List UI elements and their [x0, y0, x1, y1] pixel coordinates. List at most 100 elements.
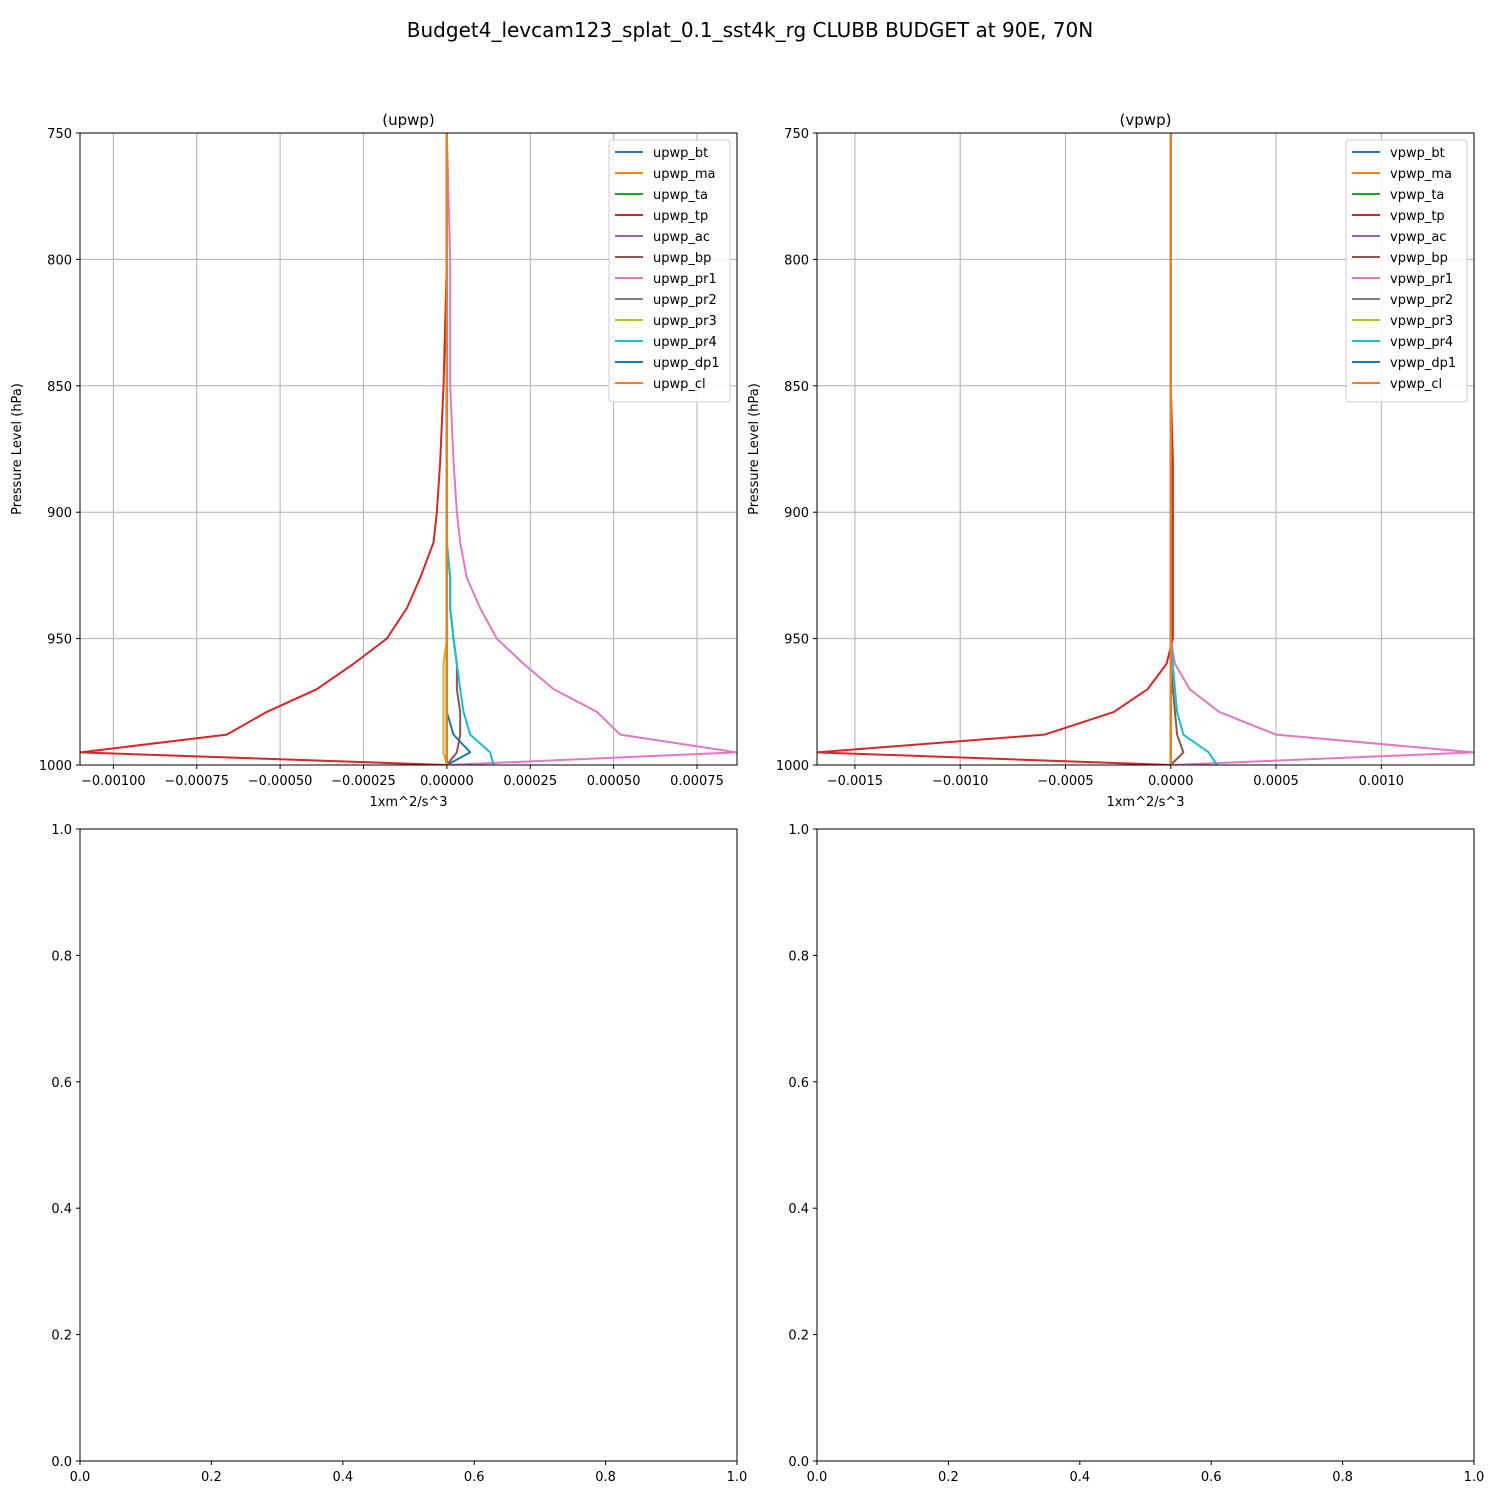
legend-label: vpwp_ac: [1390, 230, 1446, 245]
subplot-title: (vpwp): [1120, 111, 1172, 129]
x-tick-label: 0.8: [1332, 1470, 1353, 1485]
x-tick-label: 0.4: [1069, 1470, 1090, 1485]
legend-label: upwp_dp1: [653, 356, 720, 371]
x-tick-label: 0.8: [595, 1470, 616, 1485]
x-tick-label: 1.0: [727, 1470, 748, 1485]
x-tick-label: −0.00025: [331, 774, 396, 789]
legend-label: vpwp_bp: [1390, 251, 1448, 266]
x-tick-label: 0.0: [70, 1470, 91, 1485]
x-tick-label: 0.2: [201, 1470, 222, 1485]
legend-box: [608, 139, 731, 403]
legend-label: upwp_bt: [653, 146, 708, 161]
y-tick-label: 0.6: [788, 1076, 809, 1091]
y-tick-label: 0.8: [51, 949, 72, 964]
x-tick-label: 1.0: [1464, 1470, 1485, 1485]
y-tick-label: 0.4: [51, 1202, 72, 1217]
y-tick-label: 850: [784, 380, 809, 395]
legend: upwp_bt upwp_ma upwp_ta upwp_tp upwp_ac upwp_…: [608, 139, 731, 403]
legend-label: upwp_tp: [653, 209, 708, 224]
legend-label: vpwp_ma: [1390, 167, 1452, 182]
x-tick-label: 0.2: [938, 1470, 959, 1485]
x-tick-label: 0.00025: [503, 774, 557, 789]
x-tick-label: 0.6: [464, 1470, 485, 1485]
x-tick-label: 0.0: [807, 1470, 828, 1485]
axes-frame: [816, 132, 1475, 766]
legend-box: [1345, 139, 1468, 403]
legend-label: vpwp_pr2: [1390, 293, 1453, 308]
y-tick-label: 0.6: [51, 1076, 72, 1091]
figure-title: Budget4_levcam123_splat_0.1_sst4k_rg CLU…: [407, 18, 1093, 42]
y-tick-label: 800: [47, 253, 72, 268]
legend-label: upwp_ma: [653, 167, 716, 182]
subplot-4: 0.0 0.2 0.4 0.6 0.8 1.0 0.0 0.2 0.4 0.6 0.8 1.0: [788, 823, 1484, 1485]
axes-frame: [79, 828, 738, 1462]
series-group: [817, 133, 1474, 765]
legend-label: upwp_pr2: [653, 293, 717, 308]
x-tick-label: 0.00000: [420, 774, 474, 789]
series-line-upwp_pr1: [445, 133, 737, 765]
x-tick-label: 0.00050: [587, 774, 641, 789]
legend-label: vpwp_pr3: [1390, 314, 1453, 329]
subplot-2: −0.0015 −0.0010 −0.0005 0.0000 0.0005 0.0010 7…: [747, 111, 1475, 810]
y-tick-label: 0.2: [51, 1329, 72, 1344]
series-line-vpwp_tp: [817, 133, 1174, 765]
y-tick-label: 1000: [39, 759, 72, 774]
y-tick-label: 800: [784, 253, 809, 268]
x-tick-label: −0.0015: [827, 774, 883, 789]
y-tick-label: 0.0: [788, 1455, 809, 1470]
legend-label: upwp_pr1: [653, 272, 717, 287]
x-tick-label: −0.00075: [164, 774, 229, 789]
legend-label: upwp_bp: [653, 251, 711, 266]
legend-label: upwp_ac: [653, 230, 710, 245]
subplot-grid: −0.00100 −0.00075 −0.00050 −0.00025 0.00000 0…: [10, 111, 1484, 1485]
x-tick-label: −0.0005: [1037, 774, 1093, 789]
axes-frame: [79, 132, 738, 766]
y-tick-label: 1000: [776, 759, 809, 774]
y-tick-label: 0.8: [788, 949, 809, 964]
x-tick-label: 0.6: [1201, 1470, 1222, 1485]
axes-frame: [816, 828, 1475, 1462]
y-tick-label: 0.0: [51, 1455, 72, 1470]
y-tick-label: 950: [784, 633, 809, 648]
subplot-title: (upwp): [382, 111, 435, 129]
y-tick-label: 900: [47, 506, 72, 521]
legend-label: vpwp_pr4: [1390, 335, 1453, 350]
y-tick-label: 1.0: [788, 823, 809, 838]
y-tick-label: 950: [47, 633, 72, 648]
y-tick-label: 900: [784, 506, 809, 521]
legend-label: vpwp_bt: [1390, 146, 1445, 161]
legend-label: upwp_ta: [653, 188, 708, 203]
y-axis-label: Pressure Level (hPa): [10, 383, 25, 515]
x-tick-label: −0.00100: [81, 774, 146, 789]
legend-label: upwp_pr4: [653, 335, 717, 350]
y-tick-label: 750: [784, 127, 809, 142]
x-tick-label: 0.0010: [1359, 774, 1405, 789]
y-axis-label: Pressure Level (hPa): [747, 383, 762, 515]
y-tick-label: 750: [47, 127, 72, 142]
y-tick-label: 0.2: [788, 1329, 809, 1344]
subplot-1: −0.00100 −0.00075 −0.00050 −0.00025 0.00000 0…: [10, 111, 738, 810]
legend: vpwp_bt vpwp_ma vpwp_ta vpwp_tp vpwp_ac vpwp_…: [1345, 139, 1468, 403]
legend-label: vpwp_cl: [1390, 377, 1442, 392]
legend-label: vpwp_dp1: [1390, 356, 1456, 371]
legend-label: vpwp_ta: [1390, 188, 1444, 203]
x-tick-label: 0.4: [332, 1470, 353, 1485]
x-axis-label: 1xm^2/s^3: [369, 795, 447, 810]
legend-label: vpwp_tp: [1390, 209, 1445, 224]
y-tick-label: 0.4: [788, 1202, 809, 1217]
x-tick-label: 0.0005: [1253, 774, 1299, 789]
x-tick-label: −0.00050: [248, 774, 313, 789]
x-axis-label: 1xm^2/s^3: [1106, 795, 1184, 810]
subplot-3: 0.0 0.2 0.4 0.6 0.8 1.0 0.0 0.2 0.4 0.6 0.8 1.0: [51, 823, 747, 1485]
x-tick-label: 0.0000: [1148, 774, 1194, 789]
x-tick-label: 0.00075: [670, 774, 724, 789]
series-group: [80, 133, 737, 765]
x-tick-label: −0.0010: [932, 774, 988, 789]
legend-label: upwp_pr3: [653, 314, 717, 329]
series-line-upwp_tp: [80, 133, 448, 765]
legend-label: vpwp_pr1: [1390, 272, 1453, 287]
legend-label: upwp_cl: [653, 377, 706, 392]
y-tick-label: 1.0: [51, 823, 72, 838]
y-tick-label: 850: [47, 380, 72, 395]
